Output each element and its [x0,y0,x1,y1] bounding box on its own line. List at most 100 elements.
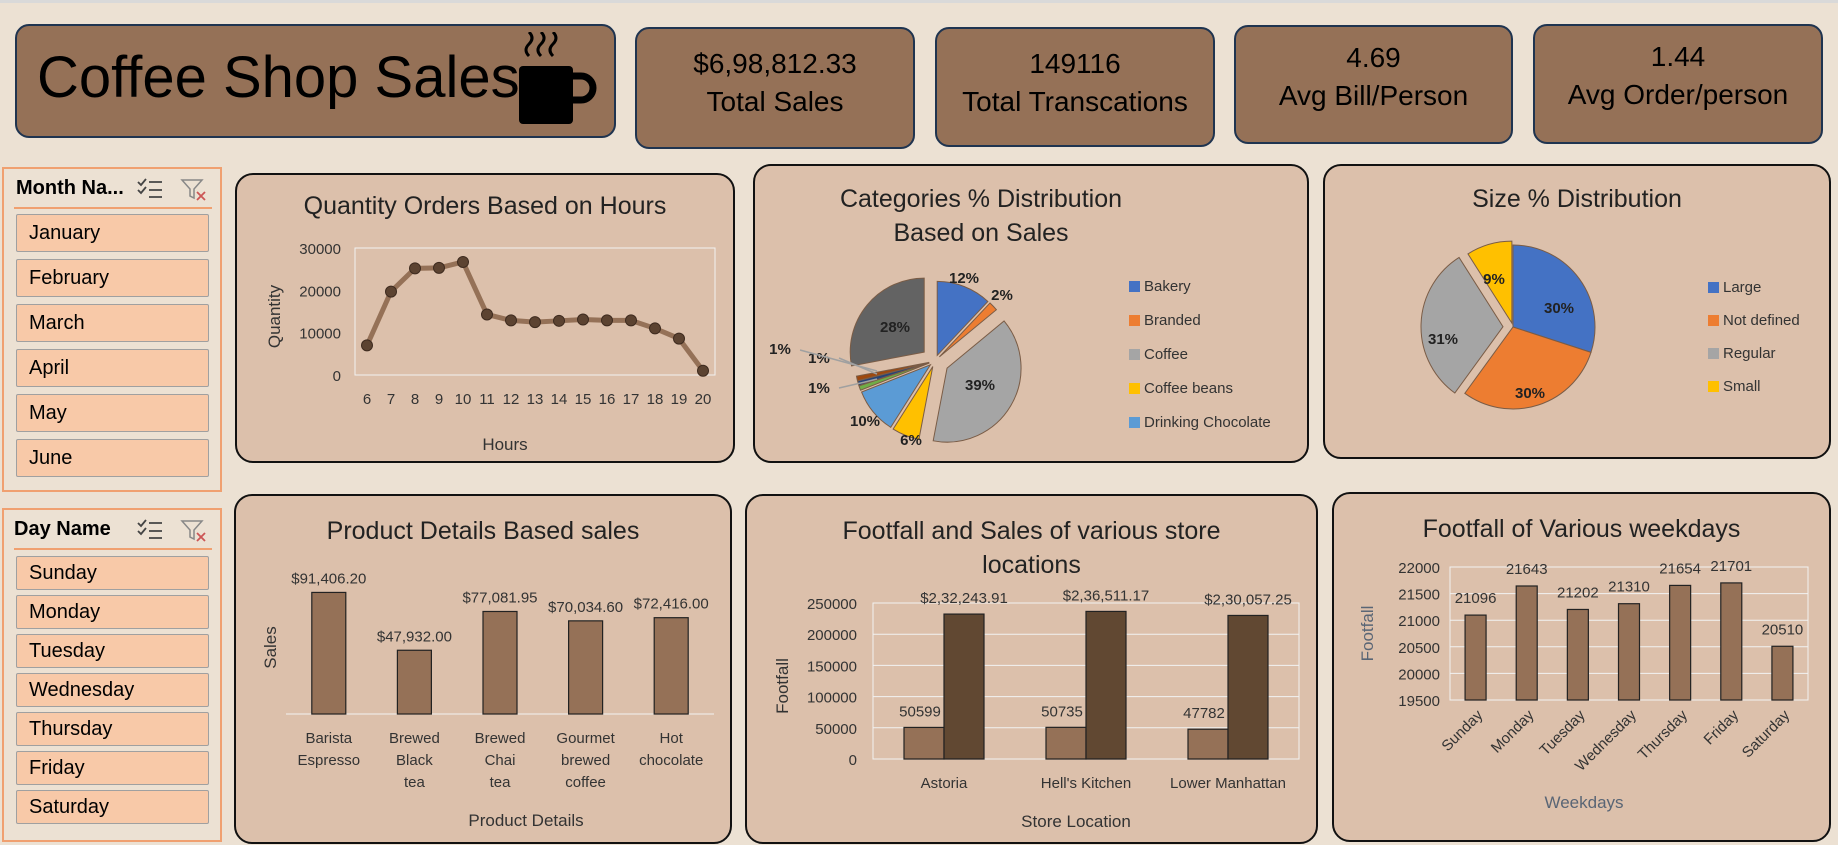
slicer-item-sunday[interactable]: Sunday [16,556,209,590]
legend-swatch [1129,417,1140,428]
x-tick-label: 9 [435,391,443,408]
data-label: 21643 [1506,561,1548,578]
slice-label: 30% [1515,385,1545,402]
x-tick-label: Lower Manhattan [1170,775,1286,792]
slicer-item-saturday[interactable]: Saturday [16,790,209,824]
data-point [601,314,613,327]
slicer-item-tuesday[interactable]: Tuesday [16,634,209,668]
y-axis-title: Quantity [265,284,284,348]
slice-label: 1% [808,380,830,397]
y-tick-label: 20500 [1398,640,1440,657]
bar [311,591,347,715]
stores-bar-chart: 250000 200000 150000 100000 50000 0 50599 $2,32… [773,587,1300,831]
slice-label: 30% [1544,300,1574,317]
x-axis-title: Weekdays [1544,793,1623,812]
x-tick-label: Monday [1488,706,1538,756]
legend-label: Drinking Chocolate [1144,414,1271,431]
slicer-item-thursday[interactable]: Thursday [16,712,209,746]
legend-label: Small [1723,378,1761,395]
slicer-item-january[interactable]: January [16,214,209,252]
x-tick-label: Black [396,752,433,769]
x-tick-label: Hell's Kitchen [1041,775,1131,792]
data-label: 20510 [1762,621,1804,638]
x-tick-label: 8 [411,391,419,408]
slicer-item-friday[interactable]: Friday [16,751,209,785]
data-label: 50599 [899,703,941,720]
chart-title: Categories % Distribution Based on Sales [839,185,1123,247]
x-tick-label: 10 [455,391,472,408]
kpi-avg-order: 1.44 Avg Order/person [1533,24,1823,144]
bar [1771,645,1794,701]
slicer-item-wednesday[interactable]: Wednesday [16,673,209,707]
legend-label: Branded [1144,312,1201,329]
y-tick-label: 20000 [299,283,341,300]
x-tick-label: 13 [527,391,544,408]
slice-label: 31% [1428,331,1458,348]
slice-label: 28% [880,319,910,336]
multi-select-icon[interactable] [136,518,164,542]
chart-title: Quantity Orders Based on Hours [303,192,667,220]
kpi-label: Total Sales [706,86,844,117]
hours-chart-panel: Quantity Orders Based on Hours 30000 2000… [235,173,735,463]
slicer-item-monday[interactable]: Monday [16,595,209,629]
plot-area [354,247,716,376]
slicer-item-february[interactable]: February [16,259,209,297]
x-tick-label: Espresso [298,752,361,769]
slicer-header: Month Na... [16,177,124,199]
bar [1187,728,1229,760]
legend-label: Not defined [1723,312,1800,329]
bar [1515,585,1538,701]
x-tick-label: 11 [479,391,495,408]
kpi-value: $6,98,812.33 [693,48,857,79]
data-label: $2,32,243.91 [920,590,1008,607]
slice-label: 10% [850,413,880,430]
sheet-gridline [0,0,1838,3]
x-tick-label: tea [490,774,512,791]
legend-swatch [1129,315,1140,326]
slice-label: 1% [769,341,791,358]
slicer-header: Day Name [14,518,111,540]
chart-title: Size % Distribution [1472,185,1682,213]
x-tick-label: chocolate [639,752,703,769]
slicer-item-march[interactable]: March [16,304,209,342]
data-point [673,332,685,345]
x-axis-title: Product Details [468,811,583,830]
pie-slice [1420,256,1504,394]
kpi-label: Avg Bill/Person [1278,80,1469,111]
size-pie-chart: 30% 30% 31% 9% Large Not defined Regular Small [1420,240,1800,410]
legend-label: Coffee beans [1144,380,1233,397]
x-tick-label: tea [404,774,426,791]
slicer-item-june[interactable]: June [16,439,209,477]
slicer-item-april[interactable]: April [16,349,209,387]
data-point [529,316,541,329]
legend-label: Bakery [1144,278,1191,295]
data-label: $72,416.00 [634,596,709,613]
y-tick-label: 19500 [1398,693,1440,710]
hours-line-chart: 30000 20000 10000 0 6 7 8 9 10 11 12 13 14 15 16 17 18 19… [265,241,716,454]
y-tick-label: 21000 [1398,613,1440,630]
legend-swatch [1129,281,1140,292]
pie-slice [936,280,989,357]
stores-chart-panel: Footfall and Sales of various store loca… [745,494,1318,844]
x-tick-label: Chai [485,752,516,769]
x-tick-label: Barista [305,730,352,747]
clear-filter-icon[interactable] [180,177,208,203]
categories-pie-chart: 12%2%39%6%10%1%1%1%28%BakeryBrandedCoffe… [769,270,1271,449]
y-tick-label: 100000 [807,690,857,707]
bar [396,649,432,715]
products-bar-chart: $91,406.20 Barista Espresso $47,932.00 Brewe… [261,570,714,830]
x-tick-label: Hot [660,730,684,747]
slice-label: 9% [1483,271,1505,288]
y-axis-title: Footfall [773,658,792,714]
data-label: $70,034.60 [548,599,623,616]
clear-filter-icon[interactable] [180,518,208,544]
slicer-item-may[interactable]: May [16,394,209,432]
x-tick-label: 12 [503,391,520,408]
weekdays-bar-chart: 22000 21500 21000 20500 20000 19500 21096 Sunda… [1358,558,1809,812]
chart-title: Product Details Based sales [326,517,640,545]
multi-select-icon[interactable] [136,177,164,201]
x-tick-label: Brewed [475,730,526,747]
bar [1227,614,1269,760]
pie-slice [1464,326,1592,410]
month-slicer: Month Na... January February March April… [2,167,222,492]
